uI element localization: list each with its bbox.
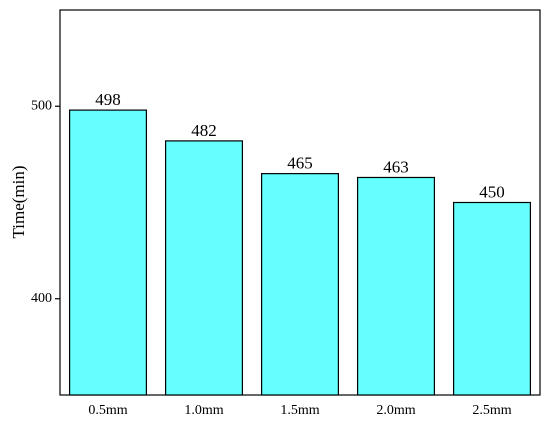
- bar: [261, 173, 340, 396]
- bar: [165, 140, 244, 396]
- y-tick-label: 500: [31, 98, 52, 113]
- value-label: 498: [95, 90, 121, 109]
- y-tick-label: 400: [31, 291, 52, 306]
- bar: [68, 109, 148, 396]
- value-label: 482: [191, 121, 217, 140]
- value-label: 463: [383, 157, 409, 176]
- bar: [357, 176, 436, 396]
- y-axis-label: Time(min): [9, 165, 28, 238]
- x-tick-label: 2.0mm: [376, 403, 415, 418]
- x-tick-label: 2.5mm: [472, 403, 511, 418]
- x-tick-label: 0.5mm: [88, 403, 127, 418]
- value-label: 450: [479, 182, 505, 201]
- x-tick-label: 1.5mm: [280, 403, 319, 418]
- value-label: 465: [287, 154, 313, 173]
- bar: [453, 201, 532, 396]
- x-tick-label: 1.0mm: [184, 403, 223, 418]
